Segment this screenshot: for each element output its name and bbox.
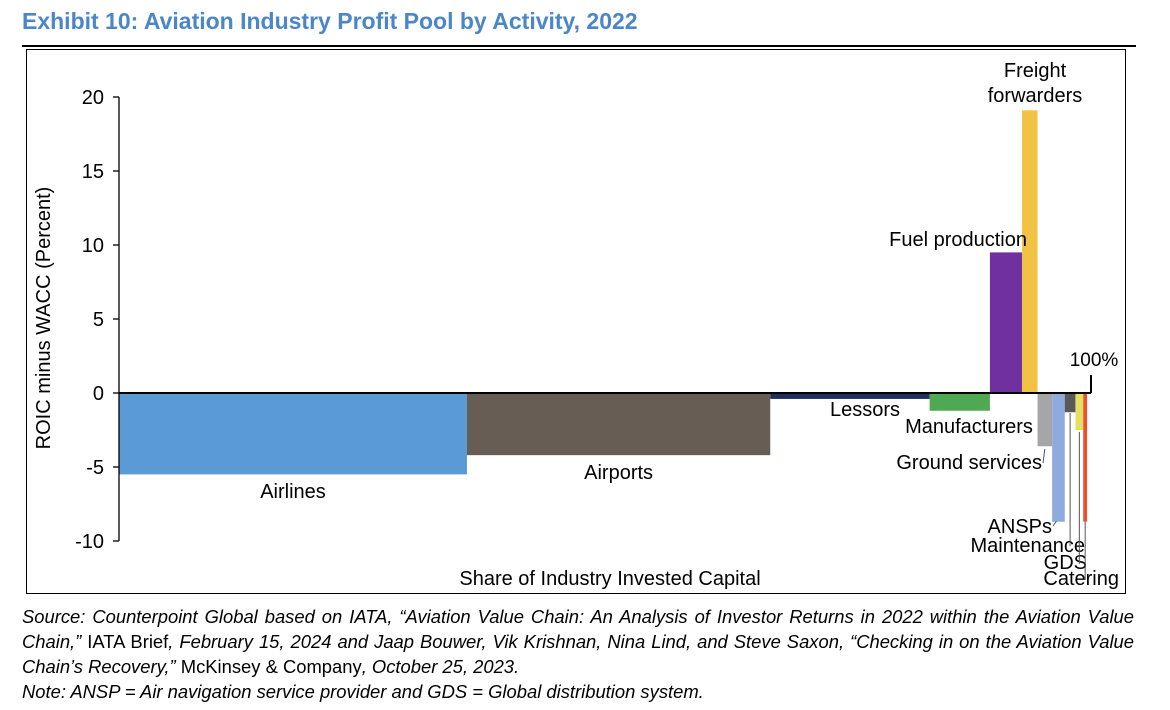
- bar-airports: [466, 393, 771, 456]
- bar-airlines: [119, 393, 467, 475]
- profit-pool-chart: -10 -5 0 5 10 15 20 Airlines Airports LessorsMan…: [33, 60, 1119, 590]
- y-tick-label: 10: [82, 235, 104, 257]
- bar-label-ansps: ANSPs: [988, 516, 1052, 538]
- bar-label-fuel-production: Fuel production: [889, 229, 1027, 251]
- bar-maintenance: [1064, 393, 1076, 413]
- bar-manufacturers: [929, 393, 990, 411]
- y-tick-label: -10: [75, 531, 104, 553]
- bar-label-lessors: Lessors: [830, 399, 900, 421]
- leader-line: [1042, 448, 1046, 464]
- bar-ground-services: [1037, 393, 1053, 447]
- x-axis-label: Share of Industry Invested Capital: [459, 568, 760, 590]
- bar-catering: [1083, 393, 1088, 522]
- source-note: Source: Counterpoint Global based on IAT…: [22, 606, 1134, 677]
- bar-label-freight-forwarders: forwarders: [988, 85, 1082, 107]
- y-axis: -10 -5 0 5 10 15 20: [75, 87, 1092, 553]
- bar-label-gds: GDS: [1044, 552, 1087, 574]
- end-label-100: 100%: [1070, 350, 1119, 371]
- y-tick-label: 0: [93, 383, 104, 405]
- y-tick-label: -5: [86, 457, 104, 479]
- exhibit-title: Exhibit 10: Aviation Industry Profit Poo…: [22, 8, 638, 34]
- title-rule: [22, 45, 1136, 47]
- abbreviation-note: Note: ANSP = Air navigation service prov…: [22, 681, 704, 702]
- bar-label-airports: Airports: [584, 462, 653, 484]
- footer: Source: Counterpoint Global based on IAT…: [22, 604, 1134, 704]
- bar-freight-forwarders: [1021, 110, 1038, 393]
- bar-label-catering: Catering: [1043, 568, 1119, 590]
- bar-label-maintenance: Maintenance: [970, 535, 1085, 557]
- bar-label-freight-forwarders: Freight: [1004, 60, 1067, 82]
- leader-line: [1052, 520, 1057, 527]
- bar-gds: [1075, 393, 1084, 430]
- y-tick-label: 20: [82, 87, 104, 109]
- bar-label-manufacturers: Manufacturers: [905, 416, 1033, 438]
- y-tick-label: 5: [93, 309, 104, 331]
- y-axis-label: ROIC minus WACC (Percent): [33, 187, 55, 450]
- y-tick-label: 15: [82, 161, 104, 183]
- bar-label-ground-services: Ground services: [896, 452, 1042, 474]
- bar-label-airlines: Airlines: [260, 481, 326, 503]
- chart-frame: [26, 49, 1126, 594]
- bar-ansps: [1052, 393, 1065, 522]
- bars-group: [119, 110, 1088, 522]
- bar-fuel-production: [989, 252, 1022, 393]
- bar-lessors: [770, 393, 930, 399]
